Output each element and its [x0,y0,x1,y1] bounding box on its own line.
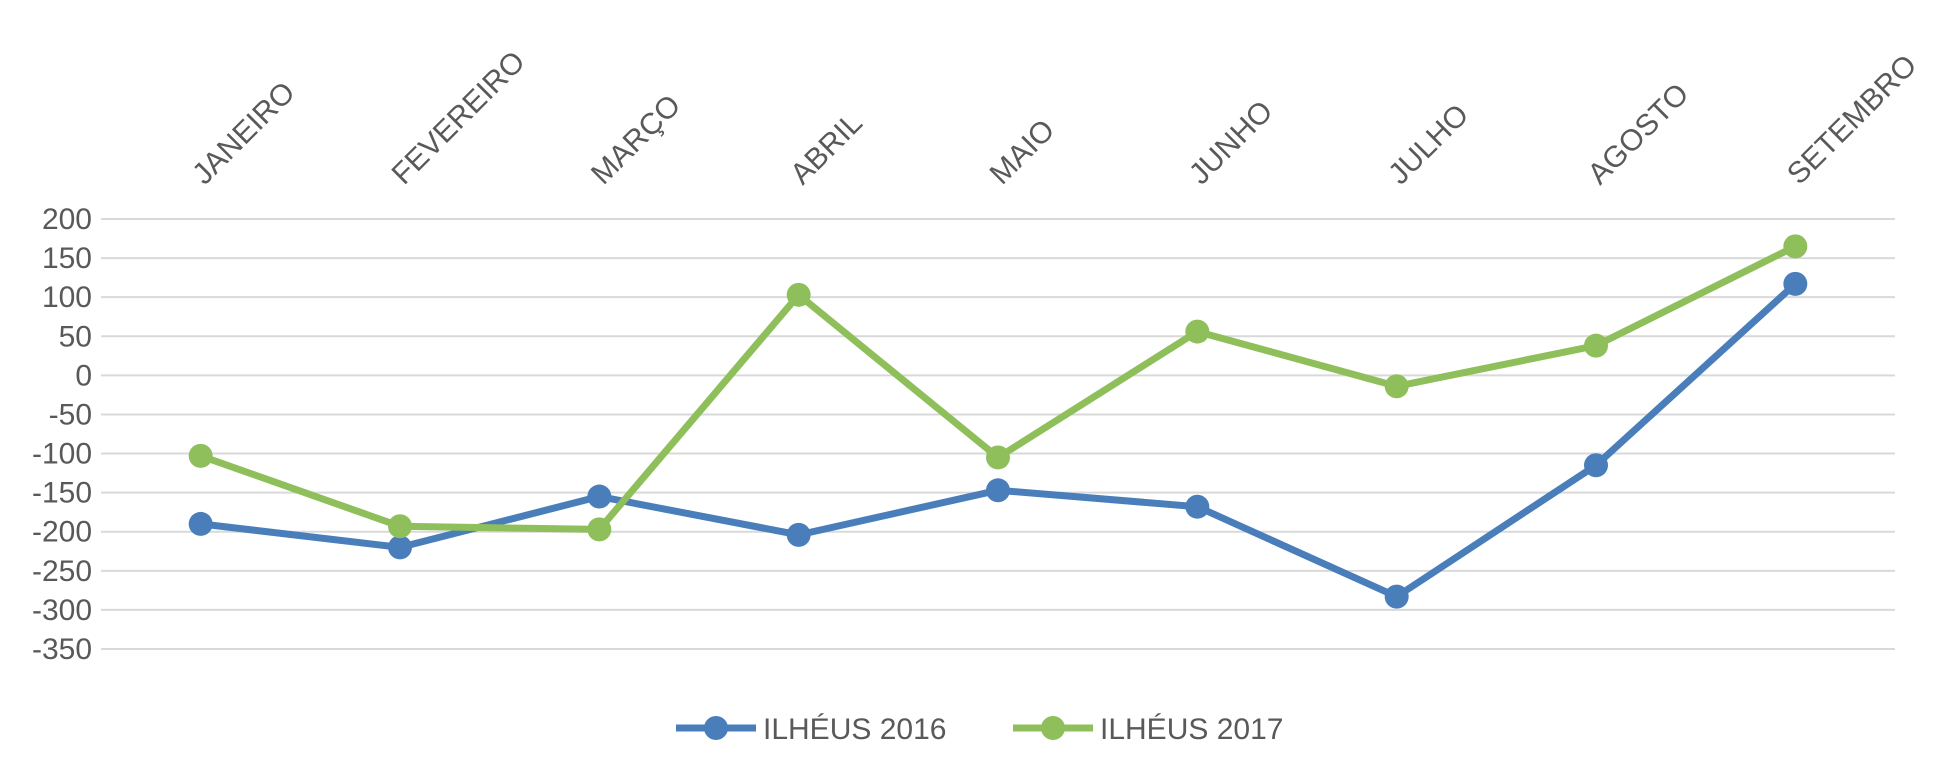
data-point [388,535,412,560]
y-tick-label: -100 [32,438,92,471]
y-tick-label: -350 [32,633,92,666]
x-tick-label: AGOSTO [1582,77,1696,191]
y-tick-label: -250 [32,555,92,588]
y-tick-label: -200 [32,516,92,549]
legend-marker [704,716,728,740]
y-tick-label: 150 [42,242,92,275]
x-axis-ticks: JANEIRO FEVEREIRO MARÇO ABRIL MAIO JUNHO JULHO… [186,45,1923,191]
x-tick-label: JUNHO [1183,95,1279,191]
legend-item: ILHÉUS 2016 [676,713,946,746]
y-tick-label: -50 [49,398,92,431]
gridlines [101,218,1895,650]
y-tick-label: -150 [32,477,92,510]
x-tick-label: FEVEREIRO [386,45,532,191]
y-tick-label: 100 [42,281,92,314]
data-point [587,517,612,542]
data-point [1783,271,1808,296]
data-point [188,511,213,536]
y-tick-label: 200 [42,203,92,236]
x-tick-label: MARÇO [585,89,687,191]
x-tick-label: SETEMBRO [1781,49,1923,191]
data-point [1185,494,1210,519]
legend: ILHÉUS 2016 ILHÉUS 2017 [676,713,1283,746]
legend-label: ILHÉUS 2017 [1100,713,1283,746]
data-point [1384,374,1409,399]
legend-item: ILHÉUS 2017 [1013,713,1283,746]
series-lines [188,234,1808,609]
legend-marker [1041,716,1065,740]
series-1 [188,271,1808,609]
x-tick-label: JANEIRO [186,76,301,191]
data-point [1384,584,1409,609]
data-point [1185,319,1210,344]
series-2 [188,234,1808,542]
data-point [786,522,811,547]
x-tick-label: MAIO [984,113,1062,191]
x-tick-label: ABRIL [784,106,869,191]
data-point [1584,333,1608,358]
data-point [1584,453,1608,478]
data-point [1783,234,1808,259]
data-point [986,445,1010,470]
data-point [587,484,612,509]
data-point [388,514,412,539]
data-point [188,443,213,468]
y-tick-label: 50 [59,320,92,353]
y-tick-label: 0 [75,359,92,392]
x-tick-label: JULHO [1382,98,1475,191]
y-axis-ticks: 200 150 100 50 0 -50 -100 -150 -200 -250 -300 -350 [32,203,92,666]
legend-label: ILHÉUS 2016 [763,713,946,746]
data-point [786,282,811,307]
data-point [986,478,1010,503]
series-line [197,280,1799,601]
y-tick-label: -300 [32,594,92,627]
